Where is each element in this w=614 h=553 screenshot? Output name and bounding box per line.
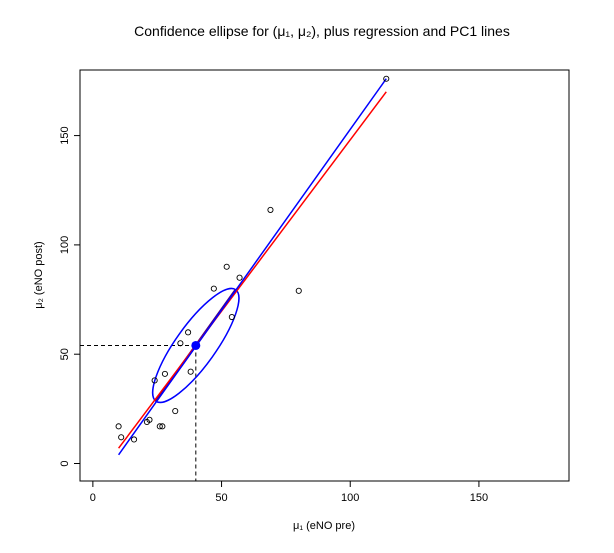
data-point (177, 340, 184, 347)
x-axis: 0 50 100 150 (90, 481, 488, 504)
y-axis-label: μ₂ (eNO post) (33, 241, 45, 308)
data-point (383, 75, 390, 82)
data-point (267, 206, 274, 213)
data-point (172, 407, 179, 415)
data-point (223, 263, 230, 270)
data-point (130, 436, 138, 443)
chart-title: Confidence ellipse for (μ₁, μ₂), plus re… (134, 23, 510, 39)
data-points (115, 75, 390, 443)
data-point (228, 313, 235, 321)
data-point (236, 274, 243, 281)
y-tick-label: 0 (59, 460, 71, 466)
mean-group (191, 340, 201, 350)
data-point (210, 285, 217, 292)
x-tick-label: 50 (215, 492, 227, 504)
regression-line (118, 91, 387, 449)
fit-lines (117, 78, 387, 456)
y-tick-label: 50 (59, 348, 71, 360)
y-axis: 0 50 100 150 (59, 126, 80, 467)
y-tick-label: 100 (59, 236, 71, 254)
data-point (115, 423, 122, 430)
mean-point (191, 340, 201, 350)
x-tick-label: 150 (470, 492, 488, 504)
reference-lines (80, 344, 197, 481)
data-point (187, 368, 194, 375)
pc1-line (117, 78, 387, 456)
data-point (295, 287, 302, 294)
data-point (156, 423, 163, 430)
x-tick-label: 100 (341, 492, 359, 504)
x-tick-label: 0 (90, 492, 96, 504)
data-point (161, 370, 168, 377)
data-point (151, 377, 158, 384)
data-point (118, 434, 125, 441)
data-point (146, 416, 153, 423)
x-axis-label: μ₁ (eNO pre) (293, 520, 355, 532)
y-tick-label: 150 (59, 126, 71, 144)
plot-box (79, 69, 570, 482)
data-point (159, 423, 166, 430)
data-point (185, 329, 192, 336)
